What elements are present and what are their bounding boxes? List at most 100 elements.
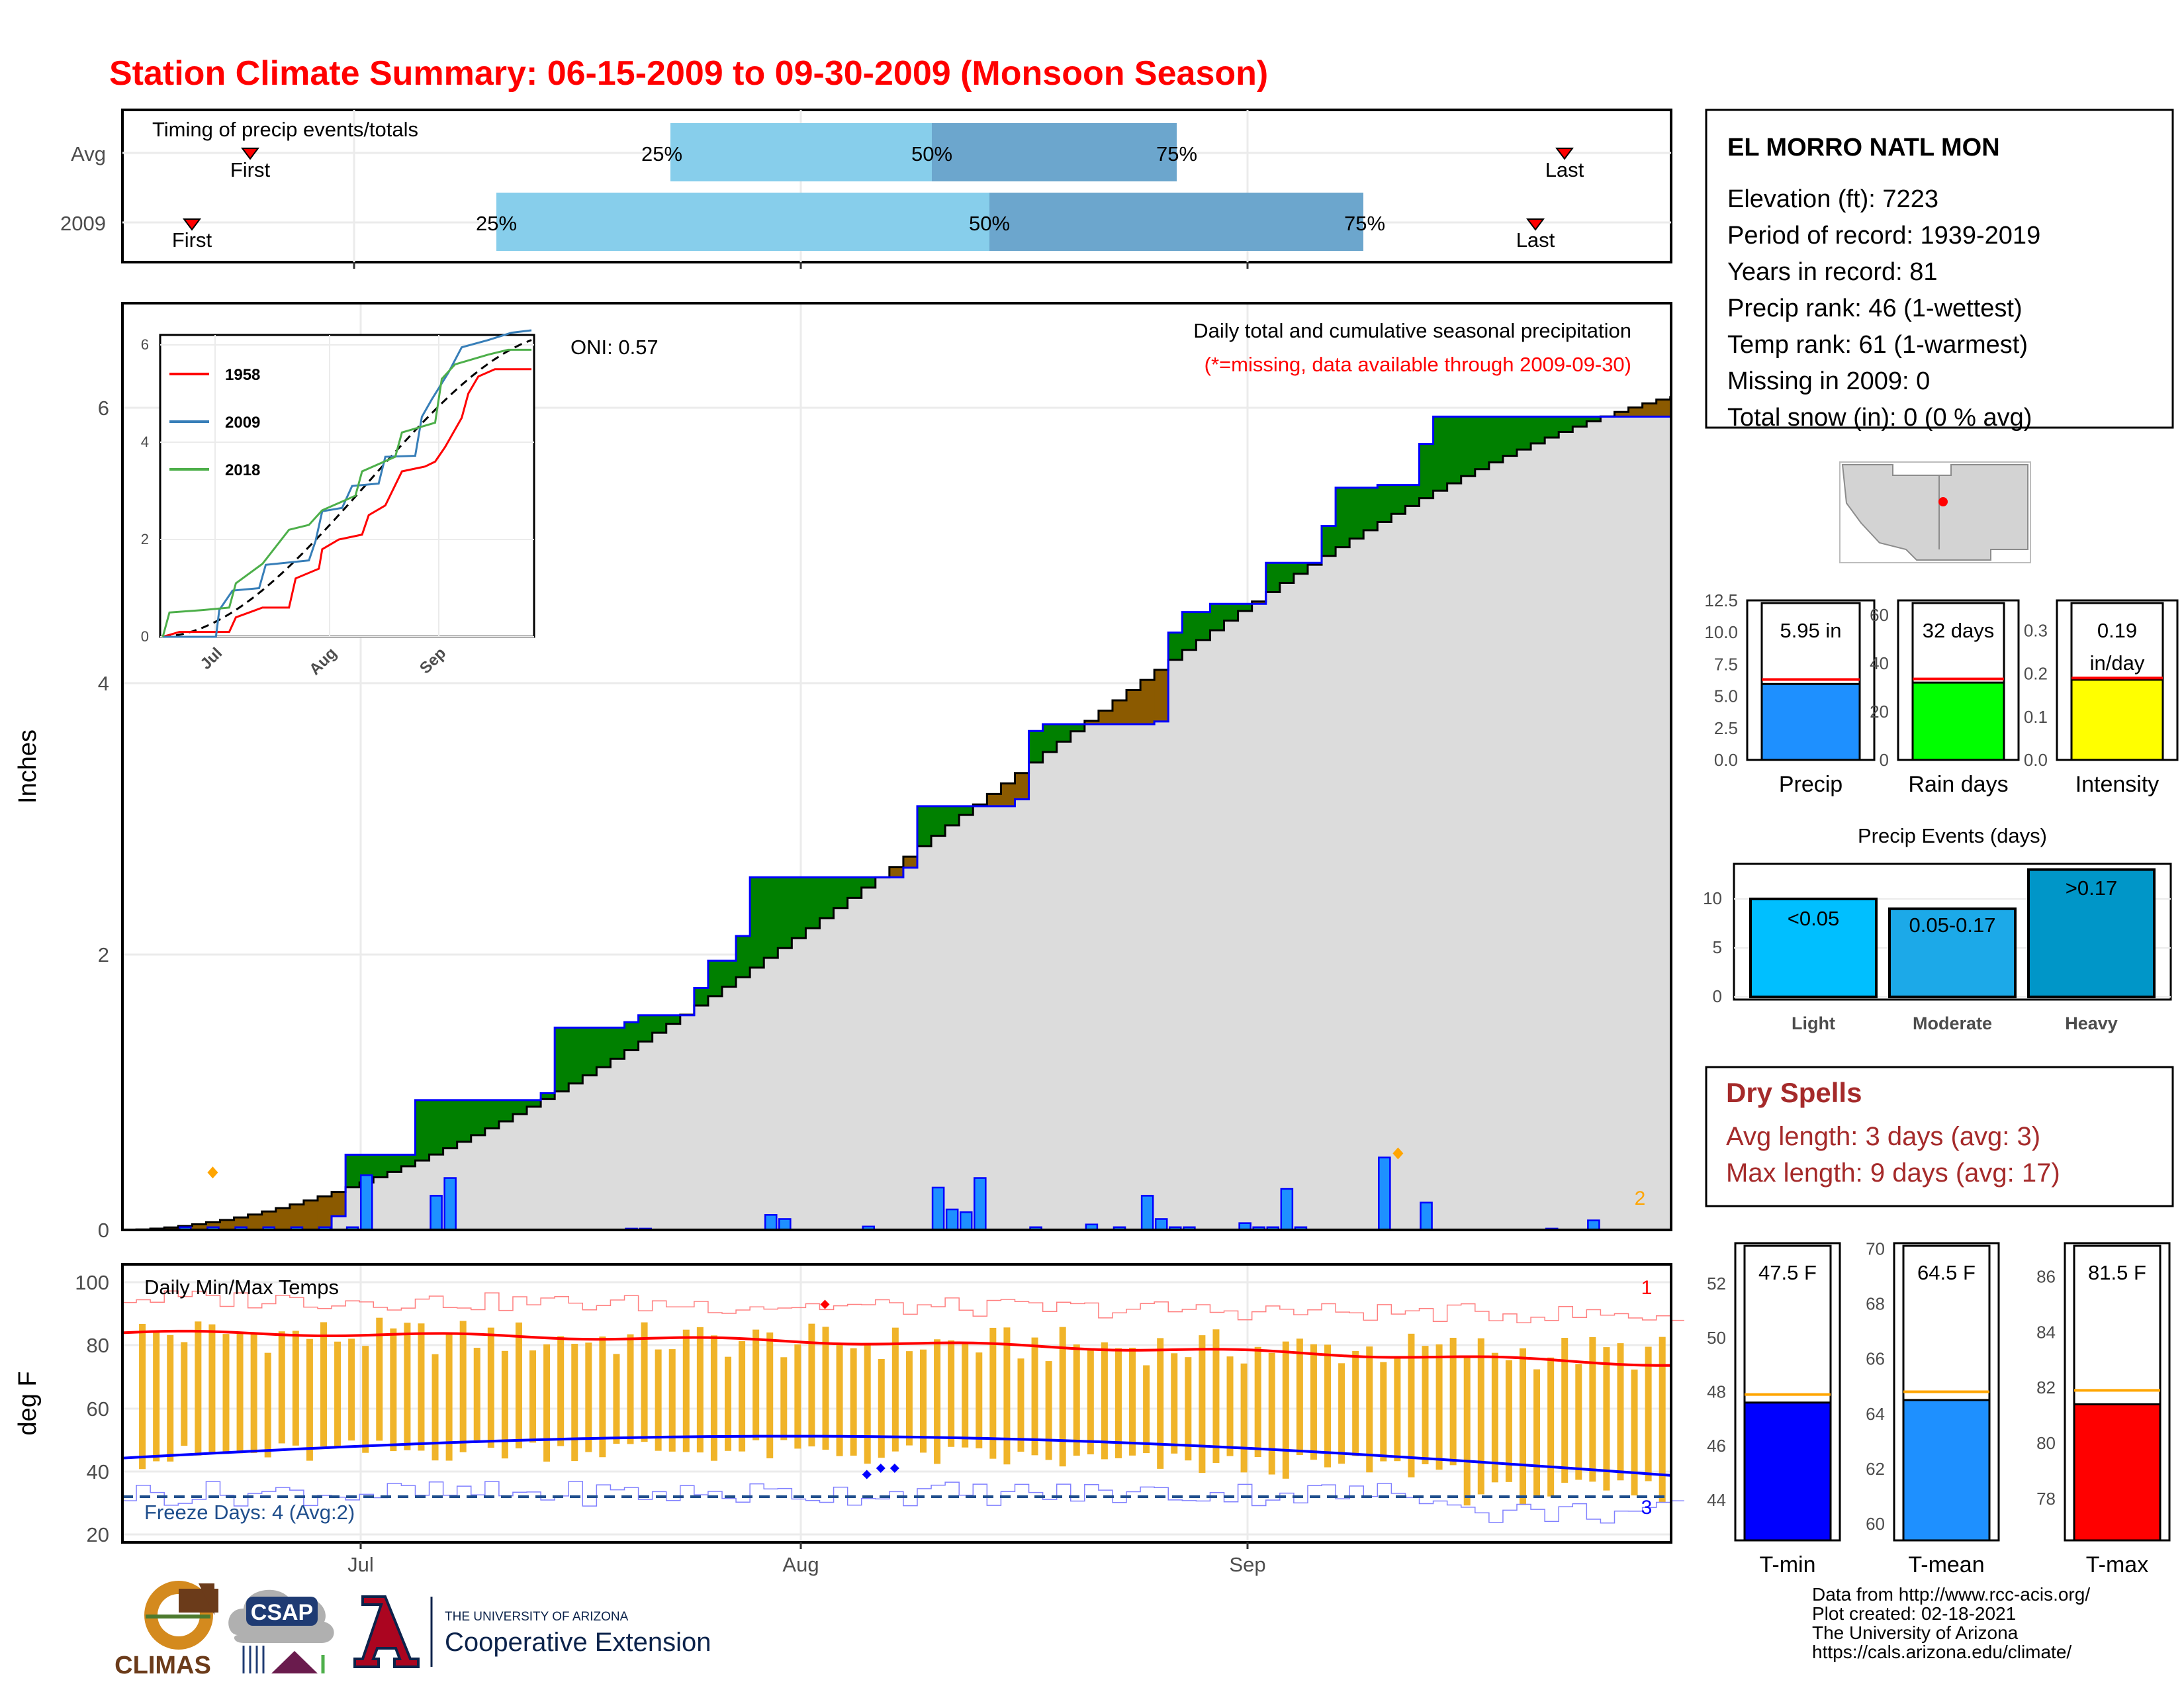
timing-2009-quartile-low: [496, 193, 989, 251]
anomaly-day-73: [1140, 680, 1155, 724]
events-xtick-light: Light: [1792, 1013, 1835, 1033]
daily-temp-range-61: [976, 1352, 983, 1448]
timing-2009-last-marker: [1526, 218, 1545, 231]
locator-map: [1839, 461, 2031, 563]
daily-temp-range-41: [696, 1327, 704, 1453]
mini-bar-value-2: [2070, 679, 2164, 761]
anomaly-day-7: [220, 1219, 235, 1230]
events-value-heavy: >0.17: [2066, 876, 2117, 900]
timing-2009-first-label: First: [172, 228, 212, 252]
anomaly-day-11: [275, 1207, 291, 1230]
daily-temp-range-103: [1561, 1338, 1569, 1483]
xtick-aug: Aug: [782, 1553, 819, 1576]
station-line-years: Years in record: 81: [1727, 258, 1938, 286]
timing-2009-50: 50%: [969, 212, 1010, 235]
daily-precip-bar-29: [1280, 1188, 1294, 1231]
inset-average-line: [162, 339, 532, 638]
inset-ytick-6: 6: [141, 336, 149, 353]
credit-line-1: Data from http://www.rcc-acis.org/: [1812, 1584, 2090, 1605]
daily-temp-range-90: [1380, 1362, 1387, 1462]
mini-bar-tick-1-3: 60: [1870, 605, 1889, 625]
anomaly-day-62: [987, 794, 1002, 806]
anomaly-day-53: [861, 877, 876, 888]
temp-ytick-80: 80: [87, 1334, 109, 1357]
daily-temp-range-106: [1603, 1347, 1610, 1491]
station-line-elevation: Elevation (ft): 7223: [1727, 185, 1938, 213]
mini-bar-label-1: Rain days: [1908, 772, 2008, 797]
daily-temp-range-5: [195, 1321, 202, 1456]
anomaly-day-49: [805, 877, 821, 929]
anomaly-day-98: [1488, 416, 1504, 463]
anomaly-day-37: [638, 1015, 653, 1042]
record-marker-2: [1392, 1147, 1404, 1160]
anomaly-day-14: [317, 1196, 332, 1230]
daily-temp-range-108: [1631, 1369, 1638, 1496]
daily-temp-range-39: [668, 1349, 676, 1452]
temp-bar-value-1: [1902, 1399, 1991, 1542]
daily-temp-range-109: [1645, 1346, 1652, 1481]
anomaly-day-19: [387, 1154, 402, 1172]
temp-bar-tick-1-5: 70: [1866, 1239, 1885, 1258]
station-line-snow: Total snow (in): 0 (0 % avg): [1727, 404, 2032, 432]
mini-bar-label-0: Precip: [1779, 772, 1843, 797]
timing-2009-75: 75%: [1344, 212, 1385, 235]
daily-temp-range-95: [1449, 1337, 1457, 1466]
credit-line-2: Plot created: 02-18-2021: [1812, 1603, 2016, 1624]
anomaly-day-65: [1028, 731, 1044, 763]
daily-temp-range-32: [571, 1344, 578, 1462]
mini-bar-tick-0-1: 2.5: [1714, 718, 1738, 738]
daily-temp-range-31: [557, 1336, 565, 1446]
anomaly-day-59: [945, 806, 960, 825]
precip-subtitle-2: (*=missing, data available through 2009-…: [1205, 353, 1631, 376]
daily-temp-range-97: [1477, 1338, 1484, 1495]
timing-avg-25: 25%: [641, 142, 682, 165]
daily-temp-range-34: [599, 1336, 606, 1458]
anomaly-day-12: [289, 1204, 304, 1230]
anomaly-day-50: [819, 877, 835, 919]
precip-ytick-2: 2: [98, 943, 109, 966]
daily-temp-range-71: [1115, 1348, 1122, 1458]
anomaly-day-88: [1349, 487, 1364, 539]
anomaly-day-18: [373, 1154, 388, 1178]
credit-line-3: The University of Arizona: [1812, 1622, 2019, 1643]
inset-ytick-4: 4: [141, 434, 149, 450]
precip-events-title: Precip Events (days): [1858, 824, 2047, 847]
daily-temp-range-35: [613, 1354, 620, 1444]
daily-temp-range-1: [139, 1323, 146, 1470]
timing-avg-50: 50%: [911, 142, 952, 165]
anomaly-day-55: [889, 867, 904, 878]
daily-temp-range-59: [948, 1340, 955, 1447]
anomaly-day-75: [1168, 632, 1183, 660]
daily-temp-range-2: [153, 1331, 160, 1462]
anomaly-day-28: [512, 1100, 527, 1115]
csap-wordmark: CSAP: [251, 1600, 313, 1625]
anomaly-day-96: [1461, 416, 1476, 477]
temp-bar-tick-1-3: 66: [1866, 1349, 1885, 1369]
daily-temp-range-74: [1157, 1338, 1164, 1469]
anomaly-day-31: [555, 1027, 569, 1092]
daily-temp-range-51: [836, 1342, 843, 1456]
csap-logo: CSAP: [228, 1589, 334, 1673]
daily-temp-range-37: [641, 1322, 648, 1442]
daily-temp-range-89: [1366, 1346, 1373, 1473]
anomaly-day-6: [206, 1222, 221, 1230]
anomaly-day-24: [457, 1100, 472, 1142]
mini-bar-tick-2-1: 0.1: [2024, 707, 2048, 727]
average-min-line: [122, 1434, 1670, 1477]
anomaly-day-97: [1475, 416, 1490, 469]
daily-temp-range-107: [1617, 1343, 1624, 1481]
timing-avg-last-marker: [1555, 148, 1574, 160]
anomaly-day-79: [1224, 604, 1239, 621]
anomaly-day-67: [1056, 724, 1071, 742]
anomaly-day-92: [1405, 485, 1420, 506]
temp-min-rank-note: 3: [1641, 1497, 1653, 1519]
temp-bar-tick-2-2: 82: [2036, 1378, 2056, 1397]
anomaly-day-42: [707, 961, 723, 996]
anomaly-day-83: [1279, 563, 1295, 583]
daily-temp-range-23: [445, 1332, 453, 1461]
inset-ytick-0: 0: [141, 628, 149, 645]
daily-temp-range-17: [362, 1346, 369, 1453]
daily-precip-bar-31: [1378, 1156, 1391, 1231]
daily-temp-range-86: [1324, 1344, 1332, 1468]
